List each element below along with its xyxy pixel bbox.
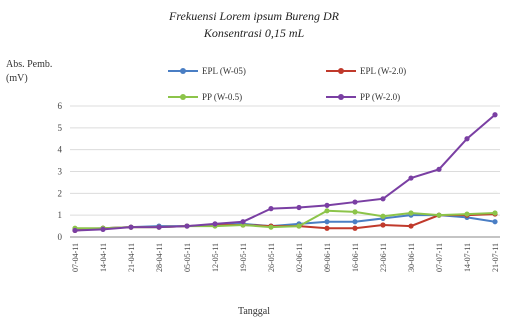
y-tick-labels: 0 1 2 3 4 5 6 — [58, 101, 63, 242]
data-point — [380, 222, 386, 228]
x-tick-label: 28-04-11 — [155, 243, 164, 272]
data-point — [408, 223, 414, 229]
data-point — [324, 202, 330, 208]
y-axis-label-line2: (mV) — [6, 73, 28, 84]
chart-title-line2: Konsentrasi 0,15 mL — [203, 26, 305, 40]
data-point — [408, 175, 414, 181]
x-tick-label: 09-06-11 — [323, 243, 332, 272]
x-tick-label: 21-07-11 — [491, 243, 500, 272]
data-point — [324, 225, 330, 231]
x-tick-label: 14-07-11 — [463, 243, 472, 272]
legend-label-1: EPL (W-2.0) — [360, 66, 407, 76]
x-tick-label: 07-07-11 — [435, 243, 444, 272]
x-tick-labels: 07-04-11 14-04-11 21-04-11 28-04-11 05-05-11… — [71, 243, 500, 272]
chart-title: Frekuensi Lorem ipsum Bureng DR Konsentr… — [0, 8, 508, 42]
chart-title-line1: Frekuensi Lorem ipsum Bureng DR — [169, 9, 339, 23]
legend-swatch-2 — [168, 92, 198, 102]
x-tick-label: 14-04-11 — [99, 243, 108, 272]
data-point — [352, 209, 358, 215]
data-point — [240, 219, 246, 225]
legend-swatch-0 — [168, 66, 198, 76]
data-point — [268, 224, 274, 230]
y-axis-label-line1: Abs. Pemb. — [6, 59, 53, 70]
data-point — [156, 224, 162, 230]
data-point — [184, 223, 190, 229]
data-point — [464, 136, 470, 142]
legend-item-0: EPL (W-05) — [168, 66, 246, 76]
data-point — [324, 219, 330, 225]
x-axis-label: Tanggal — [237, 306, 271, 317]
series-group — [72, 112, 498, 234]
series-line-2 — [75, 209, 496, 230]
data-point — [352, 225, 358, 231]
series-line-3 — [74, 113, 496, 232]
data-point — [296, 223, 302, 229]
data-point — [492, 112, 498, 118]
x-tick-label: 23-06-11 — [379, 243, 388, 272]
y-tick-label: 3 — [58, 167, 63, 177]
data-point — [464, 211, 470, 217]
data-point — [296, 204, 302, 211]
data-point — [100, 226, 106, 232]
data-point — [72, 227, 78, 234]
legend-item-1: EPL (W-2.0) — [326, 66, 406, 76]
data-point — [436, 166, 442, 172]
data-point — [380, 196, 386, 202]
legend-label-0: EPL (W-05) — [202, 66, 246, 76]
data-point — [268, 206, 274, 212]
x-tick-label: 21-04-11 — [127, 243, 136, 272]
x-tick-label: 05-05-11 — [183, 243, 192, 272]
x-tick-label: 02-06-11 — [295, 243, 304, 272]
x-tick-label: 07-04-11 — [71, 243, 80, 272]
x-tick-label: 19-05-11 — [239, 243, 248, 272]
legend-swatch-1 — [326, 66, 356, 76]
x-tick-label: 26-05-11 — [267, 243, 276, 272]
data-point — [352, 219, 358, 225]
y-axis-label: Abs. Pemb. (mV) — [6, 58, 52, 86]
x-tick-label: 12-05-11 — [211, 243, 220, 272]
y-tick-label: 5 — [58, 123, 63, 133]
y-tick-label: 1 — [58, 210, 63, 220]
data-point — [128, 224, 134, 230]
data-point — [436, 212, 442, 218]
data-point — [352, 199, 358, 205]
data-point — [212, 221, 218, 227]
y-tick-label: 6 — [58, 101, 63, 111]
y-tick-label: 2 — [58, 188, 63, 198]
legend-item-2: PP (W-0.5) — [168, 92, 242, 102]
legend-swatch-3 — [326, 92, 356, 102]
legend-item-3: PP (W-2.0) — [326, 92, 400, 102]
legend-label-3: PP (W-2.0) — [360, 92, 401, 102]
data-point — [380, 213, 386, 219]
x-tick-label: 30-06-11 — [407, 243, 416, 272]
y-tick-label: 4 — [58, 145, 63, 155]
y-tick-label: 0 — [58, 232, 63, 242]
data-point — [408, 210, 414, 216]
data-point — [492, 219, 498, 225]
x-tick-label: 16-06-11 — [351, 243, 360, 272]
series-3 — [72, 112, 498, 234]
legend-label-2: PP (W-0.5) — [202, 92, 243, 102]
data-point — [492, 210, 498, 216]
data-point — [324, 208, 330, 214]
